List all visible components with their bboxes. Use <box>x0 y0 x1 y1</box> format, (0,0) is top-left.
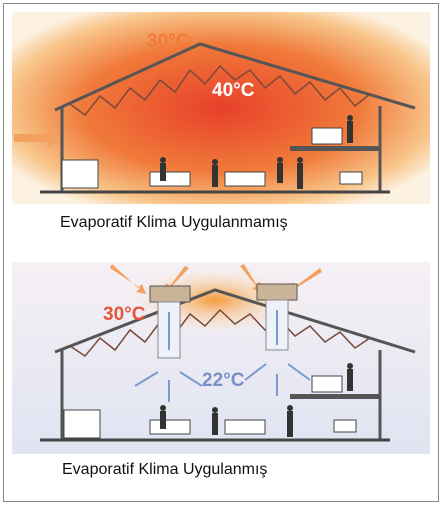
desk <box>340 172 362 184</box>
machine <box>225 420 265 434</box>
forklift <box>62 160 98 188</box>
mezzanine <box>290 146 380 151</box>
desk <box>334 420 356 432</box>
panel-cool: 30°C 22°C <box>12 262 430 454</box>
inside-temperature: 22°C <box>202 370 245 391</box>
panel-hot: 30°C 40°C <box>12 12 430 204</box>
outside-temperature: 30°C <box>103 304 146 325</box>
caption: Evaporatif Klima Uygulanmış <box>62 461 267 478</box>
mezzanine <box>290 394 380 399</box>
machine <box>312 376 342 392</box>
machine <box>150 420 190 434</box>
inside-temperature: 40°C <box>212 80 255 101</box>
page: {"panels": [ {"outside_temperature": "30… <box>0 0 442 505</box>
outside-temperature: 30°C <box>147 31 190 52</box>
machine <box>312 128 342 144</box>
machine <box>150 172 190 186</box>
caption: Evaporatif Klima Uygulanmamış <box>60 214 288 231</box>
machine <box>225 172 265 186</box>
forklift <box>64 410 100 438</box>
figure: 30°C 40°C Evaporatif Klima Uygulanmamış <box>0 0 442 505</box>
